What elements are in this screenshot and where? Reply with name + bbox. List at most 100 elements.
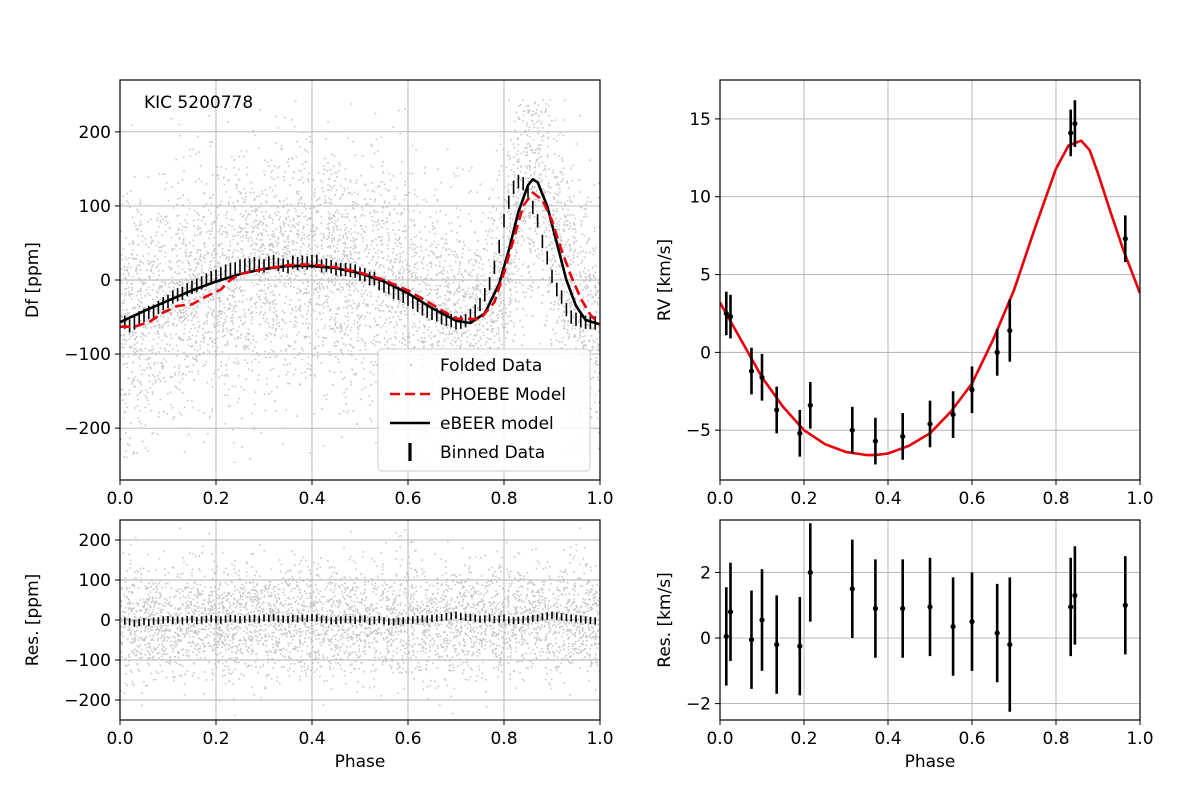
x-tick-label: 1.0	[1126, 489, 1153, 509]
rv-point	[900, 433, 906, 440]
y-tick-label: −5	[686, 421, 711, 441]
y-tick-label: 0	[100, 271, 111, 291]
rv-point	[994, 349, 1000, 355]
x-tick-label: 0.4	[874, 729, 901, 749]
legend-label: PHOEBE Model	[440, 385, 566, 405]
legend: Folded Data PHOEBE Model eBEER model Binned…	[377, 348, 591, 472]
rv-residual-panel: 0.0 0.2 0.4 0.6 0.8 1.0 −2 0 2 Phase Res. [km/s]	[655, 519, 1154, 772]
folded-data-points	[120, 99, 600, 463]
rv-point	[723, 633, 729, 639]
rv-point	[1072, 120, 1078, 127]
legend-label: eBEER model	[440, 414, 554, 434]
rv-point	[748, 368, 755, 374]
x-tick-label: 0.2	[790, 489, 817, 509]
plot-area	[120, 527, 600, 717]
y-tick-label: 100	[79, 571, 111, 591]
y-axis-label: Res. [km/s]	[655, 572, 675, 667]
ticks: 0.0 0.2 0.4 0.6 0.8 1.0 −2 0 2	[686, 563, 1154, 749]
x-tick-label: 0.0	[706, 489, 733, 509]
legend-handle-dots	[410, 364, 412, 366]
rv-point	[759, 617, 765, 623]
rv-point	[774, 641, 780, 648]
lightcurve-panel: 0.0 0.2 0.4 0.6 0.8 1.0 −200 −100 0 100 200 Df [ppm…	[23, 79, 614, 509]
rv-point	[969, 619, 975, 625]
rv-point	[950, 623, 956, 630]
rv-point	[1007, 327, 1013, 334]
star-id-annotation: KIC 5200778	[144, 93, 253, 113]
rv-point	[872, 605, 879, 612]
y-tick-label: −200	[64, 419, 111, 439]
legend-box	[377, 348, 591, 472]
y-axis-label: Df [ppm]	[23, 242, 43, 318]
y-tick-label: 5	[700, 266, 711, 286]
axes-frame	[719, 519, 1141, 721]
rv-point	[748, 637, 755, 643]
plot-area	[723, 523, 1128, 712]
rv-points	[723, 523, 1128, 712]
x-tick-label: 0.2	[790, 729, 817, 749]
rv-model-line	[720, 139, 1140, 457]
rv-point	[900, 605, 906, 612]
rv-point	[797, 430, 803, 436]
y-axis-label: Res. [ppm]	[23, 574, 43, 667]
x-tick-label: 0.4	[874, 489, 901, 509]
x-tick-label: 0.8	[1042, 489, 1069, 509]
rv-point	[1007, 641, 1013, 648]
y-tick-label: 0	[100, 611, 111, 631]
legend-label: Folded Data	[440, 356, 542, 376]
rv-points	[723, 100, 1128, 465]
rv-point	[927, 604, 933, 610]
y-tick-label: −100	[64, 651, 111, 671]
x-tick-label: 1.0	[586, 729, 613, 749]
y-tick-label: 100	[79, 197, 111, 217]
rv-point	[723, 310, 729, 317]
x-axis-label: Phase	[905, 752, 956, 772]
y-tick-label: 2	[700, 563, 711, 583]
x-tick-label: 0.8	[1042, 729, 1069, 749]
rv-point	[1068, 604, 1074, 610]
legend-label: Binned Data	[440, 443, 545, 463]
x-tick-label: 0.4	[298, 729, 325, 749]
y-tick-label: 0	[700, 343, 711, 363]
rv-point	[727, 609, 734, 615]
plot-area	[720, 100, 1140, 465]
x-tick-label: 0.2	[202, 489, 229, 509]
rv-point	[1072, 592, 1078, 599]
y-tick-label: 200	[79, 123, 111, 143]
rv-point	[950, 412, 956, 418]
rv-point	[1068, 130, 1074, 136]
rv-point	[807, 569, 813, 576]
x-tick-label: 0.8	[490, 489, 517, 509]
rv-point	[849, 427, 855, 433]
plot-area	[120, 99, 600, 463]
x-tick-label: 0.0	[706, 729, 733, 749]
x-tick-label: 0.0	[106, 489, 133, 509]
y-tick-label: 0	[700, 629, 711, 649]
folded-data-points	[120, 527, 600, 717]
x-tick-label: 0.2	[202, 729, 229, 749]
y-tick-label: 200	[79, 531, 111, 551]
rv-point	[872, 438, 879, 444]
rv-point	[807, 402, 813, 408]
x-axis-label: Phase	[335, 752, 386, 772]
x-tick-label: 0.8	[490, 729, 517, 749]
y-tick-label: 15	[689, 110, 711, 130]
x-tick-label: 0.6	[394, 729, 421, 749]
rv-point	[849, 586, 855, 592]
rv-point	[1122, 236, 1128, 242]
rv-point	[994, 630, 1000, 636]
rv-point	[774, 407, 780, 413]
binned-data	[124, 611, 597, 627]
axes-frame	[719, 79, 1141, 481]
ticks: 0.0 0.2 0.4 0.6 0.8 1.0 −5 0 5 10 15	[686, 110, 1154, 509]
rv-point	[727, 313, 734, 320]
ticks: 0.0 0.2 0.4 0.6 0.8 1.0 −200 −100 0 100 200	[64, 123, 613, 509]
x-tick-label: 0.4	[298, 489, 325, 509]
lightcurve-residual-panel: 0.0 0.2 0.4 0.6 0.8 1.0 −200 −100 0 100 200 Phase Re…	[23, 519, 614, 772]
rv-panel: 0.0 0.2 0.4 0.6 0.8 1.0 −5 0 5 10 15 RV [km/s]	[655, 79, 1154, 509]
x-tick-label: 0.6	[958, 489, 985, 509]
rv-point	[1122, 602, 1128, 608]
x-tick-label: 0.6	[394, 489, 421, 509]
x-tick-label: 1.0	[586, 489, 613, 509]
